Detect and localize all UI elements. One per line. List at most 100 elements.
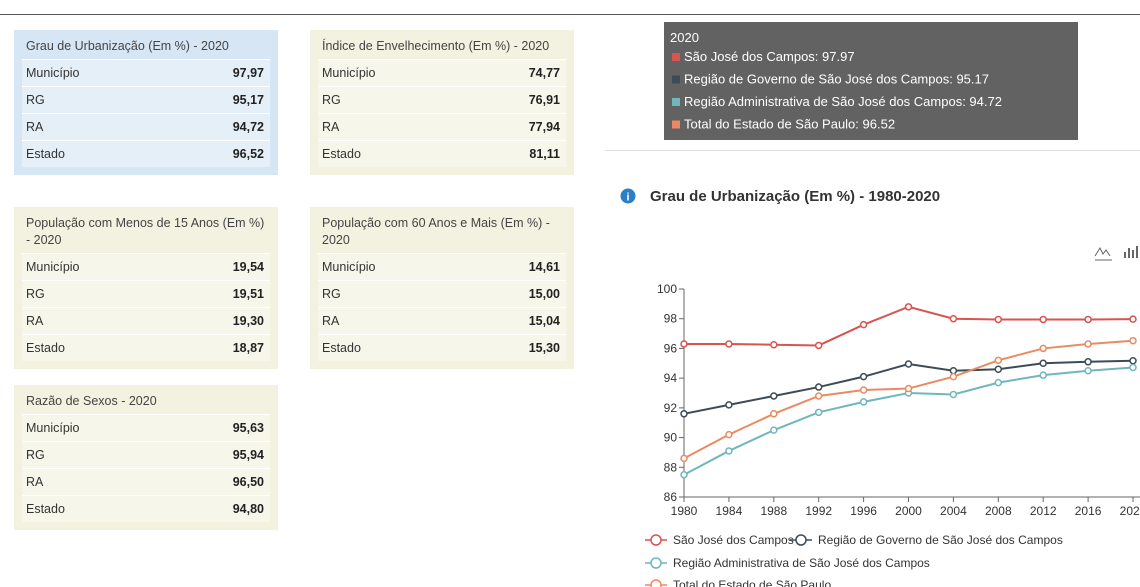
point	[725, 447, 733, 455]
row-value: 81,11	[529, 147, 560, 161]
x-tick-label: 2008	[985, 504, 1012, 518]
legend-marker	[650, 534, 662, 546]
row-label: RG	[26, 287, 45, 301]
card-row: RA 94,72	[22, 113, 270, 140]
row-label: Município	[26, 260, 80, 274]
row-value: 95,63	[232, 421, 264, 435]
point	[994, 315, 1003, 324]
card-row: RA 77,94	[318, 113, 566, 140]
point	[1084, 358, 1092, 366]
card-row: Município 19,54	[22, 253, 270, 280]
point	[949, 372, 958, 381]
point	[680, 470, 688, 479]
row-value: 74,77	[528, 66, 560, 80]
row-label: RG	[26, 448, 45, 462]
card: Grau de Urbanização (Em %) - 2020 Municíp…	[14, 30, 278, 175]
point	[1084, 315, 1092, 324]
x-tick-label: 1996	[850, 504, 877, 518]
card-row: Estado 96,52	[22, 140, 270, 167]
row-label: Município	[322, 260, 376, 274]
line-icon[interactable]	[1094, 246, 1111, 257]
legend-label: Região de Governo de São José dos Campos	[818, 533, 1063, 547]
row-value: 19,54	[232, 260, 264, 274]
card: Índice de Envelhecimento (Em %) - 2020 Mu…	[310, 30, 574, 175]
point	[949, 314, 958, 323]
y-tick-label: 94	[664, 371, 678, 385]
row-label: Estado	[322, 341, 361, 355]
row-label: Município	[26, 421, 80, 435]
row-value: 76,91	[528, 93, 560, 107]
y-tick-label: 90	[664, 431, 678, 445]
info-glyph: i	[626, 192, 629, 204]
card-row: RG 76,91	[318, 86, 566, 113]
row-label: RA	[322, 314, 340, 328]
info-icon[interactable]	[620, 188, 636, 204]
point	[725, 430, 733, 439]
card: População com 60 Anos e Mais (Em %) - 20…	[310, 207, 574, 369]
card-row: Estado 94,80	[22, 495, 270, 522]
point	[680, 340, 688, 348]
point	[904, 384, 913, 393]
row-value: 96,50	[232, 475, 264, 489]
chart-title: Grau de Urbanização (Em %) - 1980-2020	[650, 188, 940, 205]
point	[770, 426, 778, 434]
row-label: Estado	[322, 147, 361, 161]
x-tick-label: 2000	[895, 504, 922, 518]
legend-label: São José dos Campos	[673, 533, 794, 547]
point	[1039, 371, 1047, 379]
bar-icon[interactable]	[1124, 246, 1138, 258]
x-tick-label: 2020	[1120, 504, 1140, 518]
row-label: Município	[26, 66, 80, 80]
point	[949, 390, 958, 399]
row-label: RA	[322, 120, 340, 134]
y-tick-label: 100	[657, 282, 677, 296]
x-tick-label: 2012	[1030, 504, 1057, 518]
row-value: 95,94	[232, 448, 264, 462]
card-row: Estado 15,30	[318, 334, 566, 361]
row-value: 14,61	[528, 260, 560, 274]
card-row: RA 19,30	[22, 307, 270, 334]
y-tick-label: 98	[664, 312, 678, 326]
row-value: 19,30	[232, 314, 264, 328]
card-row: Município 14,61	[318, 253, 566, 280]
x-tick-label: 2004	[940, 504, 967, 518]
point	[904, 303, 913, 311]
x-tick-label: 1980	[671, 504, 698, 518]
tooltip	[664, 22, 1078, 140]
row-label: RA	[26, 314, 44, 328]
point	[1129, 357, 1137, 365]
card-title: Grau de Urbanização (Em %) - 2020	[26, 39, 229, 53]
card-row: RG 15,00	[318, 280, 566, 307]
row-value: 94,72	[232, 120, 264, 134]
point	[1039, 344, 1047, 353]
tooltip-title: 2020	[670, 30, 699, 45]
card: Razão de Sexos - 2020 Município 95,63 RG 95,…	[14, 385, 278, 530]
point	[725, 401, 733, 409]
card-title: População com Menos de 15 Anos (Em %) - …	[26, 216, 265, 247]
row-value: 15,00	[528, 287, 560, 301]
legend-marker	[650, 579, 662, 587]
row-label: Estado	[26, 147, 65, 161]
point	[1129, 336, 1137, 345]
point	[1039, 359, 1047, 368]
legend-label: Total do Estado de São Paulo	[673, 578, 831, 587]
card-row: RG 19,51	[22, 280, 270, 307]
point	[725, 340, 733, 348]
series-line	[683, 366, 1134, 476]
point	[1084, 366, 1092, 375]
point	[994, 378, 1003, 387]
tooltip-swatch	[672, 120, 680, 129]
point	[814, 341, 823, 350]
point	[1039, 315, 1047, 324]
y-tick-label: 92	[664, 401, 678, 415]
point	[859, 320, 868, 329]
tooltip-item: Região de Governo de São José dos Campos…	[684, 72, 989, 87]
card-title: Razão de Sexos - 2020	[26, 394, 157, 408]
point	[949, 366, 958, 375]
row-label: RA	[26, 120, 44, 134]
series-line	[684, 305, 1134, 347]
card-row: RG 95,94	[22, 441, 270, 468]
row-value: 95,17	[232, 93, 264, 107]
tooltip-swatch	[672, 75, 680, 84]
